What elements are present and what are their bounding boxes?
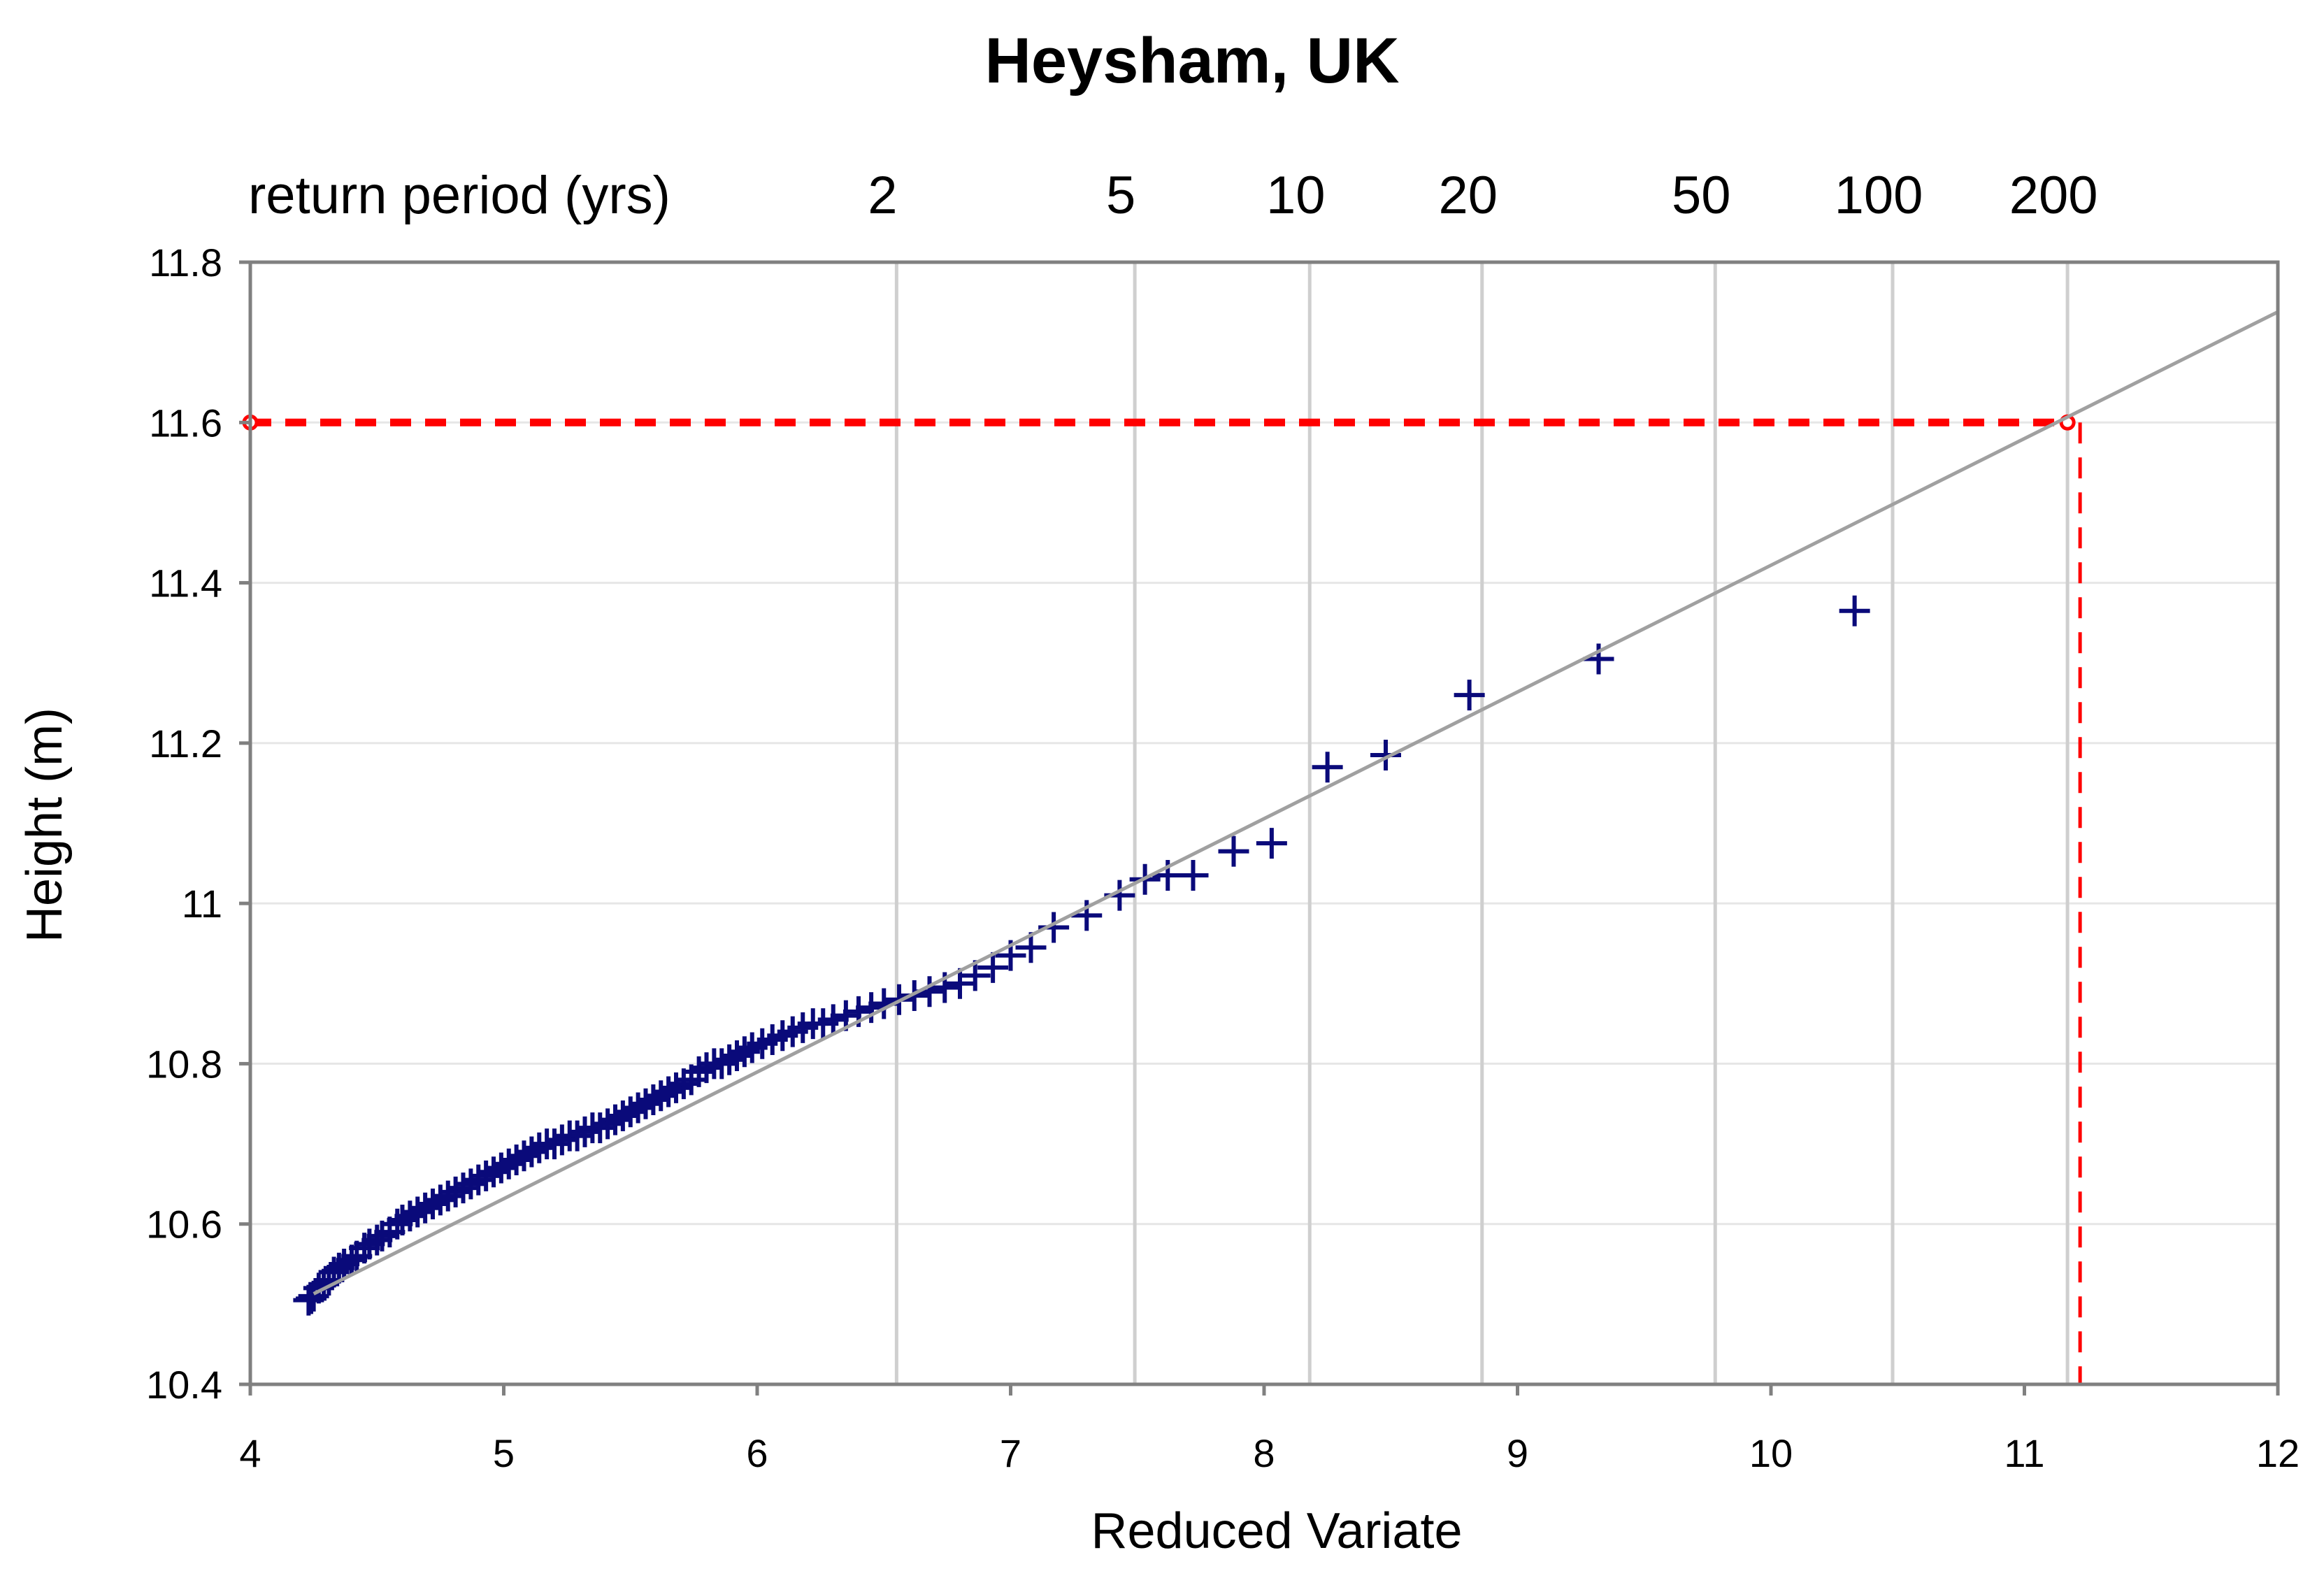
data-point (615, 1096, 646, 1128)
data-point (1256, 828, 1287, 859)
x-axis-tick-labels: 4 5 6 7 8 9 10 11 12 (239, 1431, 2300, 1475)
data-point (1071, 900, 1103, 931)
data-point (561, 1120, 593, 1152)
data-point (722, 1040, 752, 1071)
y-tick-label: 10.6 (146, 1203, 222, 1247)
return-period-tick-label: 100 (1835, 166, 1923, 225)
data-point (424, 1184, 456, 1216)
data-point (382, 1208, 413, 1240)
data-point (622, 1092, 654, 1124)
x-tick-label: 4 (239, 1431, 261, 1475)
data-point (417, 1189, 448, 1220)
y-axis-tick-labels: 10.4 10.6 10.8 11 11.2 11.4 11.6 11.8 (146, 241, 222, 1407)
data-point (402, 1196, 433, 1228)
data-point (959, 960, 991, 991)
data-point (729, 1036, 760, 1068)
return-period-tick-labels: 2 5 10 20 50 100 200 (868, 166, 2097, 225)
data-point (607, 1100, 638, 1131)
data-point (329, 1249, 360, 1280)
data-point (524, 1132, 555, 1163)
data-point (1218, 835, 1249, 867)
y-tick-label: 11.6 (149, 401, 222, 445)
data-point (478, 1156, 509, 1188)
x-tick-label: 5 (493, 1431, 515, 1475)
data-point (323, 1252, 354, 1284)
data-point (493, 1148, 524, 1179)
data-point (592, 1108, 624, 1140)
x-tick-label: 8 (1253, 1431, 1275, 1475)
data-point (569, 1116, 601, 1147)
return-period-tick-label: 2 (868, 166, 897, 225)
data-point (584, 1112, 616, 1144)
return-period-tick-label: 10 (1266, 166, 1326, 225)
return-period-tick-label: 50 (1672, 166, 1731, 225)
chart-title: Heysham, UK (984, 25, 1399, 96)
y-tick-label: 11.2 (149, 722, 222, 766)
data-point (440, 1176, 471, 1207)
return-period-tick-label: 200 (2009, 166, 2098, 225)
data-point (432, 1180, 464, 1212)
y-tick-label: 10.4 (146, 1363, 222, 1407)
data-point (1015, 932, 1047, 963)
data-point (817, 1004, 849, 1035)
axes (239, 260, 2280, 1396)
data-point (1839, 595, 1870, 626)
y-tick-label: 10.8 (146, 1042, 222, 1086)
data-point (508, 1140, 540, 1172)
data-point (856, 992, 887, 1024)
data-point (683, 1056, 715, 1087)
data-point (653, 1076, 684, 1107)
y-tick-label: 11 (182, 882, 222, 926)
data-point (600, 1104, 631, 1135)
data-point (630, 1088, 661, 1119)
data-point (463, 1164, 494, 1196)
return-period-tick-label: 5 (1106, 166, 1135, 225)
return-period-label: return period (yrs) (248, 166, 670, 225)
data-point (394, 1200, 426, 1232)
data-point (471, 1160, 502, 1191)
x-tick-label: 12 (2256, 1431, 2300, 1475)
data-point (1370, 740, 1401, 771)
data-point (661, 1072, 691, 1103)
data-point (387, 1204, 418, 1235)
data-point (349, 1233, 380, 1264)
data-point (361, 1224, 393, 1256)
data-point (455, 1168, 487, 1200)
data-point (539, 1128, 570, 1160)
x-axis-title: Reduced Variate (1091, 1503, 1463, 1559)
return-period-tick-label: 20 (1438, 166, 1498, 225)
data-point (1454, 680, 1485, 711)
x-tick-label: 11 (2004, 1431, 2044, 1475)
data-point (354, 1228, 385, 1260)
data-points (293, 595, 1870, 1316)
x-tick-label: 6 (746, 1431, 768, 1475)
data-point (1583, 643, 1614, 675)
y-tick-label: 11.8 (149, 241, 222, 285)
data-point (691, 1052, 722, 1084)
y-tick-label: 11.4 (149, 561, 222, 605)
data-point (447, 1172, 479, 1204)
data-point (945, 968, 975, 999)
data-point (516, 1136, 547, 1168)
data-point (638, 1084, 669, 1116)
data-point (485, 1152, 517, 1184)
x-tick-label: 7 (1000, 1431, 1021, 1475)
data-point (546, 1124, 578, 1156)
data-point (714, 1044, 745, 1075)
data-point (501, 1145, 532, 1175)
fit-line (313, 310, 2279, 1296)
x-tick-label: 10 (1749, 1431, 1793, 1475)
data-point (898, 980, 930, 1011)
data-point (645, 1080, 677, 1112)
x-tick-label: 9 (1507, 1431, 1528, 1475)
data-point (1312, 752, 1343, 783)
data-point (410, 1192, 441, 1224)
data-point (706, 1048, 738, 1080)
return-period-gridlines (894, 262, 2070, 1384)
data-point (1177, 860, 1209, 891)
data-point (977, 952, 1009, 983)
y-axis-title: Height (m) (17, 708, 73, 942)
